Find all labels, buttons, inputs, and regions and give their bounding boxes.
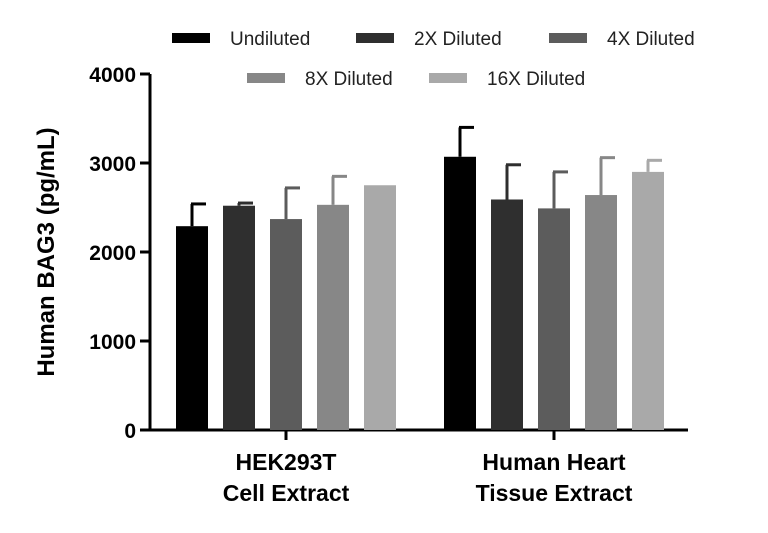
bar xyxy=(364,185,396,430)
bar xyxy=(632,171,664,430)
legend-swatch xyxy=(356,33,394,43)
legend-label: Undiluted xyxy=(230,29,310,50)
legend-label: 16X Diluted xyxy=(487,69,585,90)
legend-swatch xyxy=(247,73,285,83)
bar xyxy=(491,199,523,430)
legend-swatch xyxy=(549,33,587,43)
legend-label: 2X Diluted xyxy=(414,29,502,50)
bar xyxy=(585,195,617,430)
bar xyxy=(176,226,208,430)
y-axis-title: Human BAG3 (pg/mL) xyxy=(33,127,60,376)
y-tick-label: 1000 xyxy=(89,331,136,354)
y-tick-label: 2000 xyxy=(89,242,136,265)
y-tick-label: 3000 xyxy=(89,153,136,176)
x-tick-label: Human Heart xyxy=(482,449,625,475)
legend-label: 4X Diluted xyxy=(607,29,695,50)
bar xyxy=(270,219,302,430)
bar xyxy=(317,204,349,430)
legend-swatch xyxy=(429,73,467,83)
y-tick-label: 4000 xyxy=(89,64,136,87)
x-tick-label: Cell Extract xyxy=(223,480,350,506)
legend-swatch xyxy=(172,33,210,43)
y-tick-label: 0 xyxy=(124,420,136,443)
legend-label: 8X Diluted xyxy=(305,69,393,90)
bar xyxy=(444,156,476,430)
bar xyxy=(223,205,255,430)
bar xyxy=(538,208,570,430)
legend: Undiluted 2X Diluted 4X Diluted 8X Diluted 1… xyxy=(172,29,695,90)
x-tick-label: HEK293T xyxy=(236,449,337,475)
x-tick-label: Tissue Extract xyxy=(476,480,633,506)
plot-area: 0 1000 2000 3000 4000 HEK293T Cell Extract Huma… xyxy=(89,64,688,506)
